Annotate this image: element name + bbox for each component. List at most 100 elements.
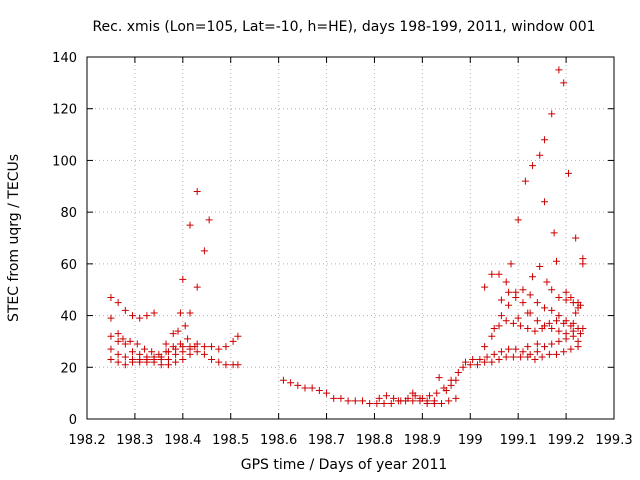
data-point xyxy=(121,361,129,369)
data-point xyxy=(526,291,534,299)
x-tick-label: 199.1 xyxy=(500,433,537,448)
data-point xyxy=(533,299,541,307)
data-point xyxy=(488,270,496,278)
data-point xyxy=(454,368,462,376)
data-point xyxy=(505,288,513,296)
y-tick-label: 40 xyxy=(60,310,77,325)
data-point xyxy=(555,293,563,301)
data-point xyxy=(169,330,177,338)
data-point xyxy=(505,301,513,309)
y-tick-label: 0 xyxy=(69,413,77,428)
data-point xyxy=(541,343,549,351)
data-point xyxy=(200,343,208,351)
data-point xyxy=(200,247,208,255)
data-point xyxy=(533,348,541,356)
data-point xyxy=(502,278,510,286)
data-point xyxy=(387,399,395,407)
data-point xyxy=(483,353,491,361)
x-axis-label: GPS time / Days of year 2011 xyxy=(241,457,448,473)
data-point xyxy=(531,327,539,335)
data-point xyxy=(200,350,208,358)
data-point xyxy=(488,332,496,340)
data-point xyxy=(129,358,137,366)
data-point xyxy=(114,337,122,345)
data-point xyxy=(541,136,549,144)
data-point xyxy=(162,340,170,348)
data-point xyxy=(481,283,489,291)
data-point xyxy=(184,335,192,343)
data-point xyxy=(490,350,498,358)
data-point xyxy=(409,389,417,397)
data-point xyxy=(469,356,477,364)
data-point xyxy=(358,397,366,405)
data-point xyxy=(179,356,187,364)
data-point xyxy=(572,309,580,317)
data-point xyxy=(174,327,182,335)
data-point xyxy=(536,151,544,159)
data-point xyxy=(193,283,201,291)
data-point xyxy=(121,340,129,348)
data-point xyxy=(562,317,570,325)
data-point xyxy=(330,394,338,402)
data-point xyxy=(564,169,572,177)
data-point xyxy=(497,348,505,356)
data-point xyxy=(179,275,187,283)
data-point xyxy=(576,330,584,338)
data-point xyxy=(380,399,388,407)
data-point xyxy=(550,229,558,237)
data-point xyxy=(505,345,513,353)
data-point xyxy=(541,198,549,206)
data-point xyxy=(351,397,359,405)
data-point xyxy=(567,345,575,353)
data-point xyxy=(375,394,383,402)
data-point xyxy=(452,376,460,384)
data-point xyxy=(136,314,144,322)
data-point xyxy=(179,343,187,351)
data-point xyxy=(172,358,180,366)
data-point xyxy=(107,332,115,340)
data-point xyxy=(366,399,374,407)
data-point xyxy=(447,381,455,389)
data-point xyxy=(193,348,201,356)
data-point xyxy=(545,350,553,358)
data-point xyxy=(548,306,556,314)
data-point xyxy=(129,348,137,356)
data-point xyxy=(114,299,122,307)
data-point xyxy=(442,387,450,395)
data-point xyxy=(555,337,563,345)
data-point xyxy=(208,343,216,351)
data-point xyxy=(555,312,563,320)
data-point xyxy=(529,162,537,170)
data-point xyxy=(308,384,316,392)
data-point xyxy=(521,177,529,185)
data-point xyxy=(215,345,223,353)
data-point xyxy=(172,345,180,353)
y-axis-ticks: 0 20 40 60 80 100 120 140 xyxy=(52,51,614,428)
data-point xyxy=(548,340,556,348)
data-point xyxy=(548,110,556,118)
data-point xyxy=(529,273,537,281)
data-point xyxy=(107,314,115,322)
x-tick-label: 198.9 xyxy=(404,433,441,448)
data-point xyxy=(502,317,510,325)
x-tick-label: 198.7 xyxy=(308,433,345,448)
data-point xyxy=(538,353,546,361)
data-point xyxy=(553,350,561,358)
data-point xyxy=(157,361,165,369)
data-point xyxy=(423,397,431,405)
data-point xyxy=(445,397,453,405)
data-point xyxy=(536,262,544,270)
data-point xyxy=(481,343,489,351)
data-point xyxy=(545,319,553,327)
data-point xyxy=(234,361,242,369)
data-point xyxy=(164,361,172,369)
y-tick-label: 80 xyxy=(60,206,77,221)
data-points xyxy=(107,66,587,407)
data-point xyxy=(514,314,522,322)
data-point xyxy=(502,353,510,361)
data-point xyxy=(114,330,122,338)
data-point xyxy=(574,337,582,345)
data-point xyxy=(512,345,520,353)
data-point xyxy=(208,356,216,364)
